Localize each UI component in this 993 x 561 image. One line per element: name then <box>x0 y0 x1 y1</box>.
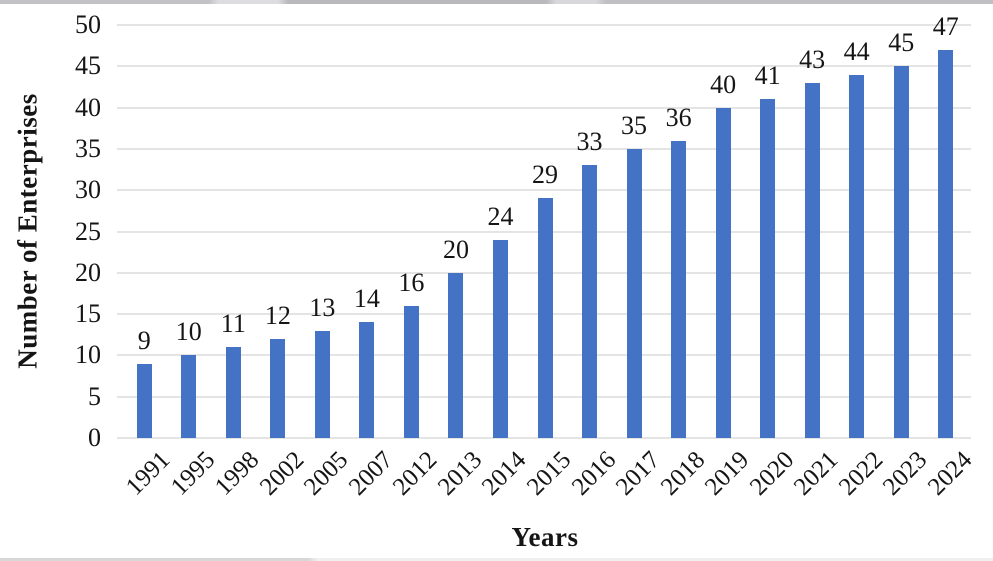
bar-value-label: 36 <box>665 102 692 132</box>
bottom-border-artifact <box>0 558 993 561</box>
bar <box>626 148 642 438</box>
y-tick-label: 20 <box>75 257 101 287</box>
bar <box>938 49 954 438</box>
y-tick-label: 0 <box>88 423 101 452</box>
bar <box>403 305 419 438</box>
bar <box>537 198 553 438</box>
x-axis-title: Years <box>511 522 579 552</box>
x-tick-label: 2007 <box>343 446 399 501</box>
x-tick-label: 2005 <box>299 446 354 501</box>
x-tick-label: 1995 <box>165 446 221 501</box>
y-tick-label: 15 <box>75 299 101 329</box>
bar-value-label: 13 <box>309 292 336 322</box>
x-tick-label: 2017 <box>611 446 666 501</box>
bar-value-label: 44 <box>843 36 870 66</box>
x-tick-label: 2020 <box>744 446 800 501</box>
y-tick-label: 50 <box>75 10 101 39</box>
bar-value-label: 43 <box>799 44 826 74</box>
y-tick-label: 35 <box>75 133 101 163</box>
x-tick-label: 1998 <box>210 446 265 501</box>
top-border-artifact <box>0 0 993 4</box>
x-tick-label: 2022 <box>833 446 889 501</box>
bar-value-label: 20 <box>442 234 469 264</box>
y-tick-label: 5 <box>88 381 101 411</box>
x-tick-label: 1991 <box>121 446 176 501</box>
bar <box>804 82 820 438</box>
y-tick-label: 45 <box>75 51 101 81</box>
x-tick-label: 2015 <box>521 446 577 501</box>
gridline <box>117 189 971 192</box>
bar-value-label: 14 <box>353 284 380 314</box>
x-tick-label: 2024 <box>922 446 978 501</box>
gridline <box>117 147 971 150</box>
y-tick-label: 10 <box>75 340 101 370</box>
bar <box>181 355 197 438</box>
bar-value-label: 11 <box>220 309 246 339</box>
bar <box>448 272 464 438</box>
x-tick-label: 2002 <box>254 446 310 501</box>
bar <box>225 347 241 438</box>
y-tick-label: 25 <box>75 216 101 246</box>
x-tick-label: 2013 <box>432 446 488 501</box>
bar-value-label: 35 <box>621 110 648 140</box>
y-tick-label: 30 <box>75 175 101 205</box>
bar-value-label: 47 <box>932 11 959 41</box>
bar <box>136 363 152 438</box>
bar <box>671 140 687 438</box>
x-tick-label: 2018 <box>655 446 710 501</box>
gridline <box>117 65 971 68</box>
gridline <box>117 106 971 109</box>
gridline <box>117 24 971 26</box>
bar-value-label: 9 <box>137 325 151 355</box>
bar-value-label: 33 <box>576 127 603 157</box>
bar <box>492 239 508 438</box>
bar-value-label: 29 <box>532 160 558 190</box>
x-tick-label: 2019 <box>700 446 755 501</box>
bar-value-label: 24 <box>487 201 514 231</box>
x-tick-label: 2023 <box>878 446 933 501</box>
bar <box>582 165 598 438</box>
bar <box>893 66 909 438</box>
bar-value-label: 40 <box>710 69 737 99</box>
bar <box>760 99 776 438</box>
bar <box>715 107 731 438</box>
bar <box>270 338 286 438</box>
x-tick-label: 2014 <box>477 446 532 501</box>
bar <box>359 322 375 438</box>
x-tick-label: 2016 <box>566 446 621 501</box>
bar-value-label: 45 <box>888 28 915 58</box>
bar-value-label: 41 <box>754 61 781 91</box>
x-tick-label: 2012 <box>388 446 443 501</box>
bar <box>314 330 330 438</box>
bar-value-label: 10 <box>175 317 202 347</box>
x-tick-label: 2021 <box>789 446 844 501</box>
bar-value-label: 12 <box>264 300 291 330</box>
bar <box>849 74 865 438</box>
bar-value-label: 16 <box>398 267 425 297</box>
y-tick-label: 40 <box>75 92 101 122</box>
gridline <box>117 437 971 439</box>
